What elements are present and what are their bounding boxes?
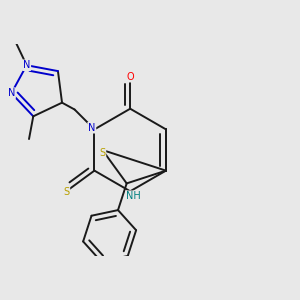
Text: O: O [126, 72, 134, 82]
Text: S: S [99, 148, 106, 158]
Text: N: N [88, 123, 95, 133]
Text: S: S [63, 187, 69, 197]
Text: NH: NH [126, 191, 141, 201]
Text: N: N [23, 60, 30, 70]
Text: N: N [8, 88, 15, 98]
